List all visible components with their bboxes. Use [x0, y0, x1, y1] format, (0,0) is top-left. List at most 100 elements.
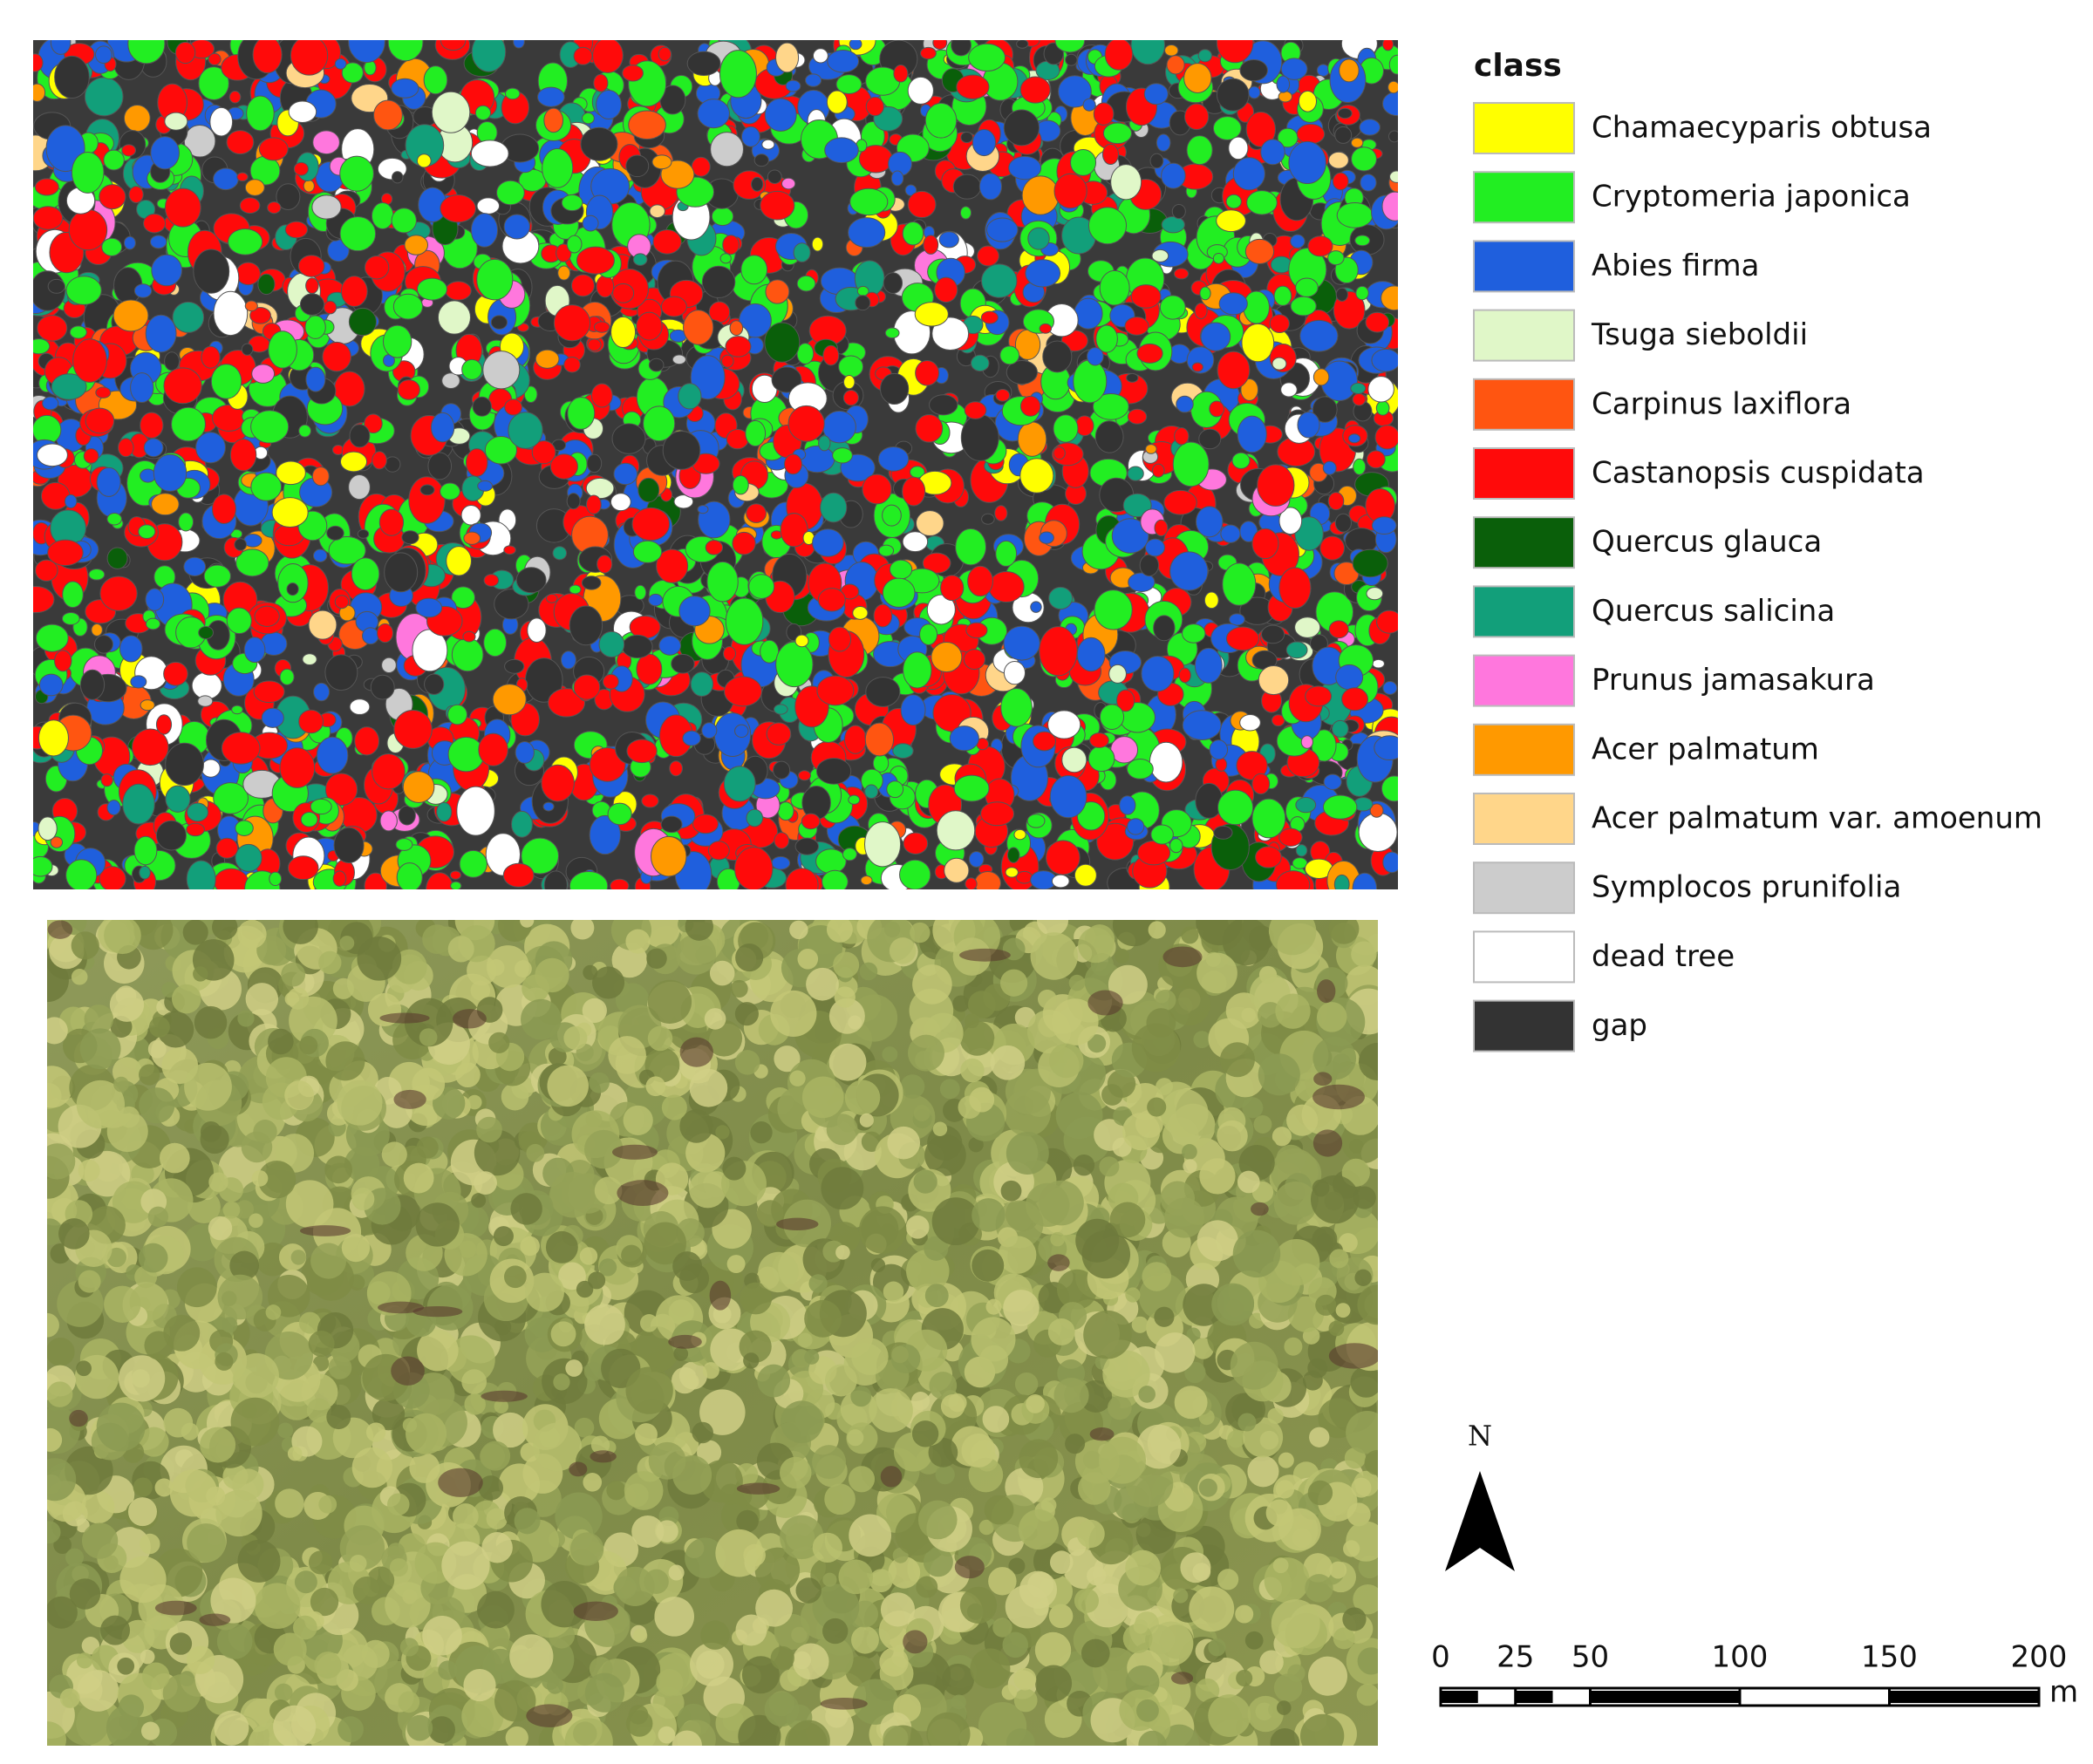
crown-patch — [648, 593, 664, 607]
crown-patch — [890, 170, 904, 187]
crown-patch — [515, 567, 547, 594]
crown-patch — [631, 507, 671, 541]
crown-patch — [392, 293, 424, 320]
crown-patch — [243, 637, 266, 664]
crown-patch — [42, 396, 59, 411]
crown-patch — [334, 595, 350, 610]
crown-patch — [660, 160, 695, 189]
crown-patch — [815, 848, 847, 875]
crown-patch — [297, 255, 325, 277]
crown-patch — [472, 396, 492, 417]
crown-patch — [298, 424, 311, 438]
tree-crown — [1181, 926, 1199, 944]
crown-patch — [794, 837, 819, 855]
crown-patch — [1164, 44, 1179, 57]
crown-patch — [209, 106, 234, 137]
crown-patch — [725, 597, 764, 645]
crown-patch — [570, 274, 595, 297]
crown-patch — [340, 276, 368, 308]
crown-patch — [936, 810, 976, 851]
crown-patch — [649, 204, 665, 219]
crown-patch — [118, 438, 134, 458]
crown-patch — [1295, 844, 1308, 857]
crown-patch — [1025, 259, 1061, 288]
crown-patch — [1198, 428, 1222, 450]
crown-patch — [903, 651, 932, 689]
crown-patch — [269, 871, 283, 887]
crown-patch — [761, 139, 775, 150]
crown-patch — [573, 46, 593, 65]
crown-patch — [873, 603, 893, 628]
crown-patch — [99, 866, 126, 889]
tree-crown — [1247, 1695, 1284, 1733]
crown-patch — [1248, 85, 1261, 99]
crown-patch — [1359, 119, 1381, 136]
crown-patch — [965, 622, 988, 639]
crown-patch — [470, 140, 509, 167]
crown-patch — [1297, 411, 1320, 439]
crown-patch — [607, 802, 632, 826]
crown-patch — [441, 372, 460, 389]
crown-patch — [293, 161, 309, 176]
crown-patch — [1182, 710, 1222, 741]
crown-patch — [1288, 140, 1326, 185]
crown-patch — [251, 364, 276, 384]
crown-patch — [922, 552, 951, 574]
crown-patch — [332, 870, 347, 887]
crown-patch — [1074, 863, 1097, 887]
crown-patch — [1354, 235, 1371, 247]
crown-patch — [586, 453, 603, 473]
crown-patch — [1122, 493, 1152, 518]
crown-patch — [198, 66, 229, 101]
crown-patch — [1061, 746, 1087, 773]
crown-patch — [560, 650, 576, 670]
crown-patch — [143, 438, 164, 458]
crown-patch — [387, 40, 424, 62]
crown-patch — [999, 345, 1020, 365]
crown-patch — [760, 190, 795, 221]
crown-patch — [719, 253, 732, 264]
crown-patch — [582, 112, 595, 125]
crown-patch — [1137, 840, 1171, 866]
crown-patch — [707, 841, 730, 861]
crown-patch — [419, 484, 435, 496]
crown-patch — [1375, 400, 1390, 416]
crown-patch — [482, 351, 521, 390]
crown-patch — [1089, 732, 1109, 748]
crown-patch — [842, 389, 859, 406]
crown-patch — [981, 513, 995, 525]
crown-patch — [1130, 40, 1166, 65]
crown-patch — [1374, 735, 1398, 761]
crown-patch — [611, 423, 646, 454]
crown-patch — [822, 344, 840, 366]
crown-patch — [372, 753, 406, 790]
crown-patch — [955, 528, 987, 566]
crown-patch — [732, 475, 749, 495]
tree-crown — [163, 1407, 194, 1438]
crown-patch — [1197, 49, 1212, 63]
crown-patch — [541, 764, 575, 802]
crown-patch — [1209, 400, 1225, 418]
crown-patch — [1003, 625, 1040, 661]
crown-patch — [775, 42, 800, 73]
tree-crown — [182, 920, 208, 945]
crown-patch — [1161, 215, 1185, 234]
tree-crown — [1170, 1103, 1216, 1148]
crown-patch — [1237, 415, 1267, 453]
crown-patch — [1260, 139, 1285, 166]
crown-patch — [865, 677, 901, 707]
tree-crown — [237, 1010, 255, 1027]
crown-patch — [1027, 227, 1050, 250]
crown-patch — [793, 242, 811, 262]
crown-patch — [1246, 190, 1278, 215]
crown-patch — [1092, 393, 1129, 420]
crown-patch — [1278, 91, 1293, 103]
crown-patch — [235, 820, 254, 836]
crown-patch — [68, 208, 108, 251]
tree-crown — [606, 1480, 626, 1501]
crown-patch — [771, 366, 802, 393]
crown-patch — [798, 770, 811, 781]
crown-patch — [723, 645, 737, 662]
crown-patch — [634, 584, 647, 601]
crown-patch — [787, 405, 825, 442]
